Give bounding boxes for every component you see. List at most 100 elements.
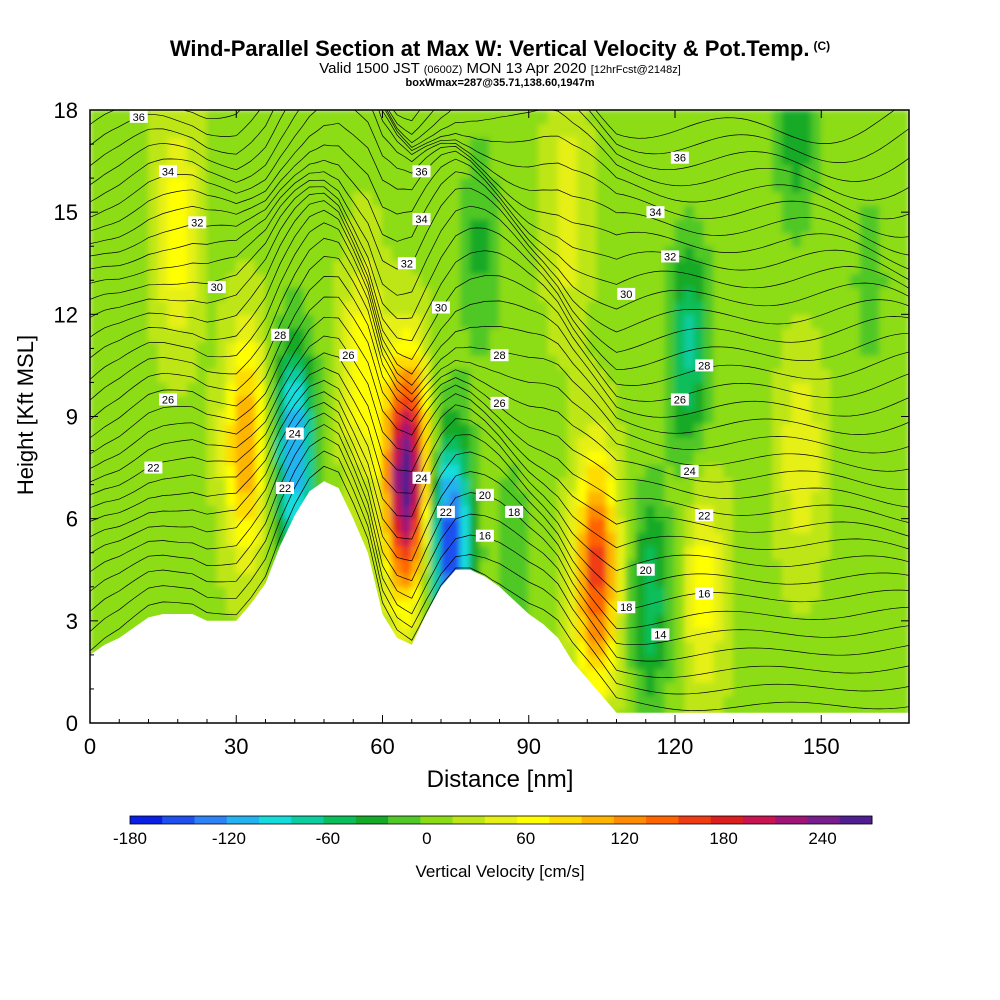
velocity-cell xyxy=(499,313,510,329)
velocity-cell xyxy=(684,640,695,656)
velocity-cell xyxy=(411,123,422,138)
theta-label-text: 26 xyxy=(493,398,505,410)
velocity-cell xyxy=(148,327,159,343)
velocity-cell xyxy=(791,123,803,138)
velocity-cell xyxy=(781,531,793,547)
velocity-cell xyxy=(596,150,608,165)
velocity-cell xyxy=(518,110,530,125)
velocity-cell xyxy=(879,204,890,220)
velocity-cell xyxy=(547,545,559,561)
velocity-cell xyxy=(528,436,539,452)
velocity-cell xyxy=(206,191,218,206)
velocity-cell xyxy=(216,259,227,274)
velocity-cell xyxy=(508,463,520,479)
velocity-cell xyxy=(372,354,383,370)
velocity-cell xyxy=(450,381,461,397)
velocity-cell xyxy=(772,218,783,234)
velocity-cell xyxy=(430,272,442,288)
velocity-cell xyxy=(450,232,461,247)
velocity-cell xyxy=(313,163,325,179)
velocity-cell xyxy=(489,204,500,220)
velocity-cell xyxy=(781,613,793,629)
velocity-cell xyxy=(430,545,442,561)
velocity-cell xyxy=(742,545,754,561)
velocity-cell xyxy=(606,123,617,138)
velocity-cell xyxy=(762,477,773,492)
velocity-cell xyxy=(362,163,374,179)
velocity-cell xyxy=(216,218,227,234)
velocity-cell xyxy=(547,110,559,125)
velocity-cell xyxy=(118,286,130,302)
velocity-cell xyxy=(362,463,374,479)
velocity-cell xyxy=(703,640,715,656)
velocity-cell xyxy=(138,177,149,193)
velocity-cell xyxy=(343,272,354,288)
velocity-cell xyxy=(294,163,305,179)
velocity-cell xyxy=(752,327,764,343)
velocity-cell xyxy=(118,477,130,492)
theta-label-text: 34 xyxy=(162,166,174,178)
theta-label-text: 30 xyxy=(435,303,447,315)
velocity-cell xyxy=(177,531,188,547)
velocity-cell xyxy=(616,259,627,274)
theta-label-bg xyxy=(661,250,680,263)
velocity-cell xyxy=(401,327,413,343)
velocity-cell xyxy=(557,191,569,206)
velocity-cell xyxy=(869,518,881,533)
velocity-cell xyxy=(684,409,695,424)
velocity-cell xyxy=(655,436,666,452)
velocity-cell xyxy=(616,668,627,683)
velocity-cell xyxy=(694,490,705,506)
velocity-cell xyxy=(655,272,666,288)
velocity-cell xyxy=(801,381,812,397)
velocity-cell xyxy=(801,640,812,656)
velocity-cell xyxy=(528,341,539,356)
velocity-cell xyxy=(313,191,325,206)
velocity-cell xyxy=(811,245,822,261)
theta-label-text: 22 xyxy=(440,507,452,519)
velocity-cell xyxy=(128,191,140,206)
velocity-cell xyxy=(274,381,286,397)
velocity-cell xyxy=(859,218,871,234)
velocity-cell xyxy=(274,518,286,533)
velocity-cell xyxy=(830,259,842,274)
velocity-cell xyxy=(411,395,422,411)
velocity-cell xyxy=(206,232,218,247)
velocity-cell xyxy=(869,218,881,234)
velocity-cell xyxy=(109,518,120,533)
velocity-cell xyxy=(762,313,773,329)
velocity-cell xyxy=(235,150,247,165)
velocity-cell xyxy=(148,354,159,370)
colorbar-swatch xyxy=(452,816,486,824)
velocity-cell xyxy=(567,191,578,206)
velocity-cell xyxy=(879,531,890,547)
velocity-cell xyxy=(450,518,461,533)
velocity-cell xyxy=(352,409,364,424)
velocity-cell xyxy=(791,341,803,356)
velocity-cell xyxy=(421,286,432,302)
velocity-cell xyxy=(255,110,266,125)
velocity-cell xyxy=(138,450,149,465)
velocity-cell xyxy=(362,381,374,397)
velocity-cell xyxy=(567,218,578,234)
velocity-cell xyxy=(616,409,627,424)
velocity-cell xyxy=(742,313,754,329)
velocity-cell xyxy=(206,504,218,520)
velocity-cell xyxy=(235,191,247,206)
velocity-cell xyxy=(684,110,695,125)
velocity-cell xyxy=(460,531,471,547)
velocity-cell xyxy=(323,110,335,125)
velocity-cell xyxy=(489,354,500,370)
velocity-cell xyxy=(187,477,198,492)
velocity-cell xyxy=(187,422,198,438)
velocity-cell xyxy=(889,586,900,601)
velocity-cell xyxy=(421,232,432,247)
velocity-cell xyxy=(167,272,179,288)
velocity-cell xyxy=(421,313,432,329)
velocity-cell xyxy=(499,531,510,547)
velocity-cell xyxy=(323,204,335,220)
velocity-cell xyxy=(128,327,140,343)
velocity-cell xyxy=(616,504,627,520)
velocity-cell xyxy=(742,177,754,193)
velocity-cell xyxy=(469,409,481,424)
